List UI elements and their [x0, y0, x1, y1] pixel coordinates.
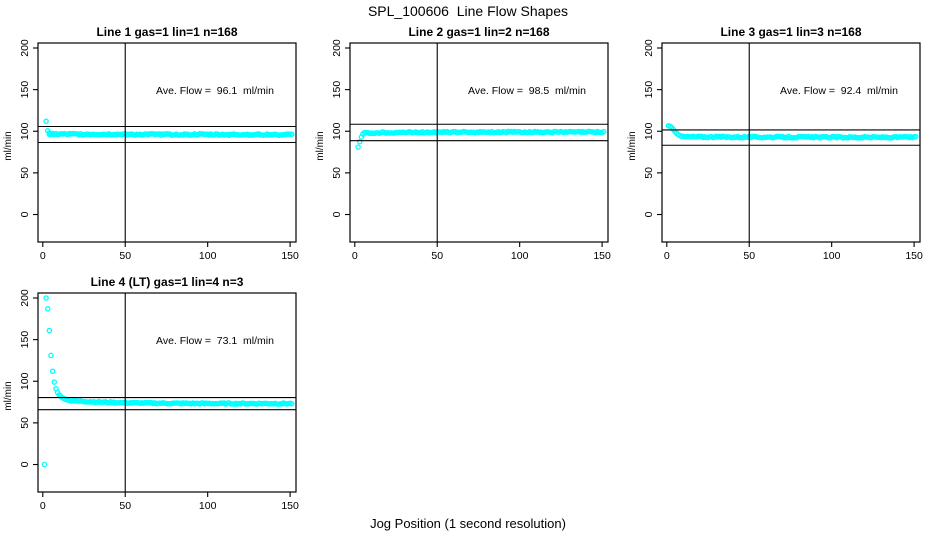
- panel-title: Line 3 gas=1 lin=3 n=168: [720, 25, 861, 39]
- line-1-flow-chart: Line 1 gas=1 lin=1 n=168 0 50 100 150 0 50 100 1…: [3, 25, 299, 262]
- y-axis-tick-label: 100: [331, 122, 343, 140]
- data-point: [44, 306, 51, 312]
- ave-flow-annotation: Ave. Flow = 98.5 ml/min: [468, 85, 586, 97]
- data-point: [46, 327, 53, 334]
- y-axis-tick-label: 200: [331, 39, 343, 57]
- x-axis-tick-label: 50: [743, 250, 755, 262]
- x-axis-tick-label: 50: [431, 250, 443, 262]
- data-point: [43, 118, 49, 125]
- data-point: [43, 295, 49, 301]
- data-points: [41, 295, 295, 468]
- y-axis-tick-label: 100: [19, 372, 31, 390]
- y-axis-tick-label: 50: [19, 167, 31, 179]
- y-axis-tick-label: 150: [19, 81, 31, 99]
- y-axis-tick-label: 200: [19, 39, 31, 57]
- plot-box: [37, 42, 297, 243]
- plot-box: [37, 292, 297, 493]
- x-axis-title: Jog Position (1 second resolution): [370, 516, 566, 531]
- x-axis-tick-label: 150: [281, 250, 299, 262]
- y-axis-title: ml/min: [3, 381, 14, 410]
- data-point: [49, 368, 56, 375]
- x-axis-tick-label: 0: [40, 500, 46, 512]
- plot-box: [349, 42, 609, 243]
- x-axis-tick-label: 0: [40, 250, 46, 262]
- data-points: [43, 118, 295, 139]
- ave-flow-annotation: Ave. Flow = 96.1 ml/min: [156, 85, 274, 97]
- y-axis-tick-label: 100: [19, 122, 31, 140]
- panel-title: Line 1 gas=1 lin=1 n=168: [96, 25, 237, 39]
- line-4-flow-chart: Line 4 (LT) gas=1 lin=4 n=3 0 50 100 150 0 50 1…: [3, 275, 299, 512]
- ave-flow-annotation: Ave. Flow = 73.1 ml/min: [156, 335, 274, 347]
- x-axis-tick-label: 0: [664, 250, 670, 262]
- y-axis-title: ml/min: [627, 131, 638, 160]
- x-axis-tick-label: 100: [199, 250, 217, 262]
- x-axis-tick-label: 100: [511, 250, 529, 262]
- data-point: [48, 352, 54, 359]
- panel-title: Line 4 (LT) gas=1 lin=4 n=3: [91, 275, 244, 289]
- data-point: [289, 401, 295, 407]
- ave-flow-annotation: Ave. Flow = 92.4 ml/min: [780, 85, 898, 97]
- y-axis-title: ml/min: [315, 131, 326, 160]
- x-axis-tick-label: 50: [119, 500, 131, 512]
- page-title: SPL_100606 Line Flow Shapes: [367, 3, 569, 19]
- x-axis-tick-label: 150: [593, 250, 611, 262]
- data-point: [289, 131, 295, 137]
- y-axis-tick-label: 0: [643, 211, 655, 217]
- x-axis-tick-label: 0: [352, 250, 358, 262]
- line-2-flow-chart: Line 2 gas=1 lin=2 n=168 0 50 100 150 0 50 100 1…: [315, 25, 611, 262]
- data-points: [665, 123, 919, 141]
- y-axis-tick-label: 150: [643, 81, 655, 99]
- data-point: [913, 133, 919, 140]
- data-point: [51, 379, 58, 385]
- data-points: [355, 128, 607, 150]
- panel-title: Line 2 gas=1 lin=2 n=168: [408, 25, 549, 39]
- data-point: [355, 144, 361, 150]
- x-axis-tick-label: 100: [199, 500, 217, 512]
- y-axis-title: ml/min: [3, 131, 14, 160]
- reference-lines: [350, 43, 608, 242]
- x-axis-tick-label: 100: [823, 250, 841, 262]
- data-point: [41, 461, 48, 468]
- y-axis-tick-label: 100: [643, 122, 655, 140]
- line-3-flow-chart: Line 3 gas=1 lin=3 n=168 0 50 100 150 0 50 100 1…: [627, 25, 923, 262]
- data-point: [601, 128, 607, 135]
- y-axis-tick-label: 0: [19, 211, 31, 217]
- y-axis-tick-label: 150: [19, 331, 31, 349]
- y-axis-tick-label: 0: [19, 461, 31, 467]
- y-axis-tick-label: 50: [643, 167, 655, 179]
- y-axis-tick-label: 50: [331, 167, 343, 179]
- reference-lines: [662, 43, 920, 242]
- x-axis-tick-label: 150: [281, 500, 299, 512]
- plot-box: [661, 42, 921, 243]
- x-axis-tick-label: 150: [905, 250, 923, 262]
- reference-lines: [38, 293, 296, 492]
- y-axis-tick-label: 0: [331, 211, 343, 217]
- x-axis-tick-label: 50: [119, 250, 131, 262]
- y-axis-tick-label: 50: [19, 417, 31, 429]
- reference-lines: [38, 43, 296, 242]
- data-point: [356, 138, 363, 145]
- y-axis-tick-label: 200: [19, 289, 31, 307]
- y-axis-tick-label: 150: [331, 81, 343, 99]
- y-axis-tick-label: 200: [643, 39, 655, 57]
